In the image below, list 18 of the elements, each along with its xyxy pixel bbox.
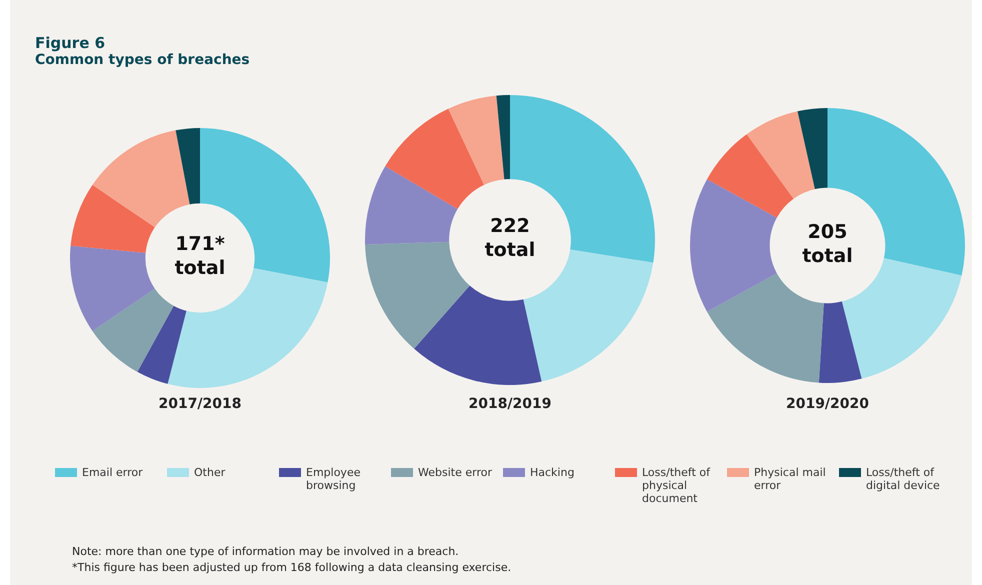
chart-subtitle: Common types of breaches xyxy=(35,52,250,68)
text: 205 total xyxy=(801,220,854,268)
slice-label: 2018/2019 xyxy=(467,396,553,412)
legend-label: Loss/theft of physical document xyxy=(642,466,712,505)
legend-label: Website error xyxy=(418,466,492,479)
text: *This figure has been adjusted up from 168 following a data cleansing exercise. xyxy=(72,560,512,576)
slice-label: 2017/2018 xyxy=(157,396,243,412)
legend-label: Other xyxy=(194,466,226,479)
legend-label: Hacking xyxy=(530,466,574,479)
legend-label: Email error xyxy=(82,466,143,479)
legend-label: Employee browsing xyxy=(306,466,362,492)
chart-title: Figure 6 xyxy=(35,34,106,52)
legend-label: Physical mail error xyxy=(754,466,827,492)
text: 171* total xyxy=(174,232,226,280)
legend-label: Loss/theft of digital device xyxy=(866,466,941,492)
text: Note: more than one type of information may be involved in a breach. xyxy=(72,544,460,560)
text: 222 total xyxy=(484,214,536,262)
slice-label: 2019/2020 xyxy=(784,396,870,412)
